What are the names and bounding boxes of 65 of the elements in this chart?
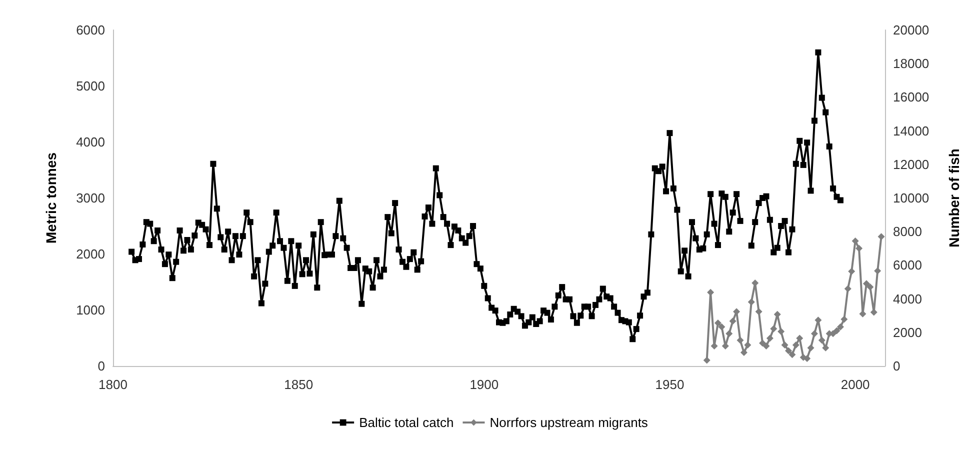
point: [856, 244, 863, 252]
point: [788, 351, 796, 358]
point: [710, 342, 718, 350]
y2-tick-label: 0: [893, 358, 900, 374]
point: [744, 342, 752, 348]
point: [862, 280, 870, 288]
y2-tick-label: 14000: [893, 123, 930, 138]
point: [822, 344, 830, 352]
point: [804, 354, 811, 362]
y-tick-label: 3000: [76, 190, 105, 206]
legend-label: Norrfors upstream migrants: [490, 415, 648, 430]
y-tick-label: 4000: [76, 134, 105, 150]
y-axis-title: Metric tonnes: [43, 152, 59, 244]
point: [759, 340, 766, 347]
y-tick-label: 6000: [76, 22, 105, 38]
point: [703, 356, 710, 364]
point: [859, 310, 866, 318]
point: [755, 308, 762, 316]
point: [866, 284, 874, 291]
point: [878, 233, 885, 240]
legend-label: Baltic total catch: [359, 415, 454, 430]
y2-tick-label: 20000: [893, 22, 930, 38]
point: [874, 267, 882, 274]
point: [748, 298, 755, 306]
y2-tick-label: 2000: [893, 324, 922, 340]
point: [785, 347, 792, 354]
y2-tick-label: 18000: [893, 56, 930, 72]
y-tick-label: 2000: [76, 246, 105, 262]
y-tick-label: 5000: [76, 78, 105, 94]
point: [740, 349, 748, 356]
y2-tick-label: 6000: [893, 258, 922, 273]
point: [848, 268, 856, 275]
point: [714, 319, 722, 326]
point: [729, 318, 736, 325]
point: [818, 336, 826, 344]
point: [810, 330, 818, 338]
point: [833, 327, 840, 334]
point: [836, 323, 844, 330]
point: [707, 288, 714, 296]
y2-tick-label: 4000: [893, 291, 922, 306]
x-tick-label: 1900: [470, 377, 499, 392]
point: [807, 344, 814, 352]
point: [718, 323, 726, 330]
point: [736, 336, 744, 344]
point: [781, 342, 788, 348]
point: [796, 334, 804, 342]
x-tick-label: 2000: [840, 377, 870, 392]
point: [844, 285, 852, 292]
x-tick-label: 1800: [98, 377, 128, 392]
point: [726, 330, 733, 338]
y2-tick-label: 12000: [893, 156, 930, 172]
x-tick-label: 1950: [655, 377, 684, 392]
y-tick-label: 0: [98, 358, 105, 374]
x-tick-label: 1850: [284, 377, 314, 392]
point: [770, 325, 778, 332]
y2-tick-label: 10000: [893, 190, 930, 206]
point: [766, 334, 774, 342]
y-tick-label: 1000: [76, 302, 105, 318]
y2-tick-label: 8000: [893, 224, 922, 240]
y2-axis-title: Number of fish: [946, 148, 962, 248]
point: [778, 328, 785, 336]
point: [840, 316, 848, 323]
y2-tick-label: 16000: [893, 90, 930, 105]
point: [792, 342, 800, 348]
point: [762, 342, 770, 350]
